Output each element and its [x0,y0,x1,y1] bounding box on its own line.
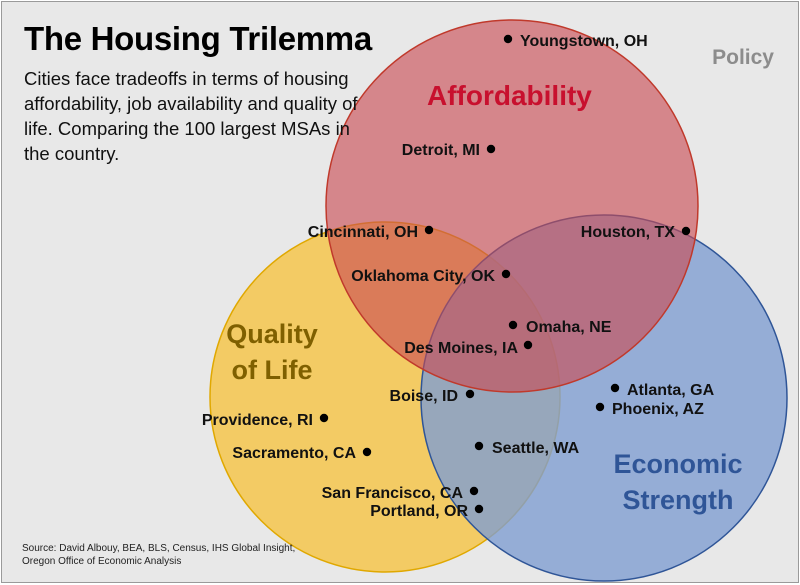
city-label-sacramento: Sacramento, CA [232,445,356,462]
affordability-label: Affordability [427,80,592,111]
city-label-san-francisco: San Francisco, CA [321,485,463,502]
city-dot [486,144,496,154]
city-label-boise: Boise, ID [389,388,458,405]
city-dot [508,320,518,330]
city-label-phoenix: Phoenix, AZ [612,401,704,418]
city-label-houston: Houston, TX [580,224,675,241]
city-dot [595,402,605,412]
city-label-portland: Portland, OR [370,503,468,520]
city-dot [610,383,620,393]
quality-of-life-label: Quality of Life [220,316,324,388]
city-label-providence: Providence, RI [201,412,313,429]
city-label-cincinnati: Cincinnati, OH [307,224,418,241]
city-label-des-moines: Des Moines, IA [404,340,518,357]
city-dot [319,413,329,423]
city-dot [465,389,475,399]
city-label-seattle: Seattle, WA [492,440,580,457]
economic-strength-label-line1: Economic [613,449,743,479]
economic-strength-label-line2: Strength [622,485,734,515]
city-label-atlanta: Atlanta, GA [627,382,715,399]
city-dot [469,486,479,496]
city-dot [474,441,484,451]
city-dot [424,225,434,235]
quality-of-life-label-line2: of Life [231,355,313,385]
quality-of-life-label-line1: Quality [226,319,318,349]
source-note: Source: David Albouy, BEA, BLS, Census, … [22,543,296,567]
city-label-detroit: Detroit, MI [401,142,480,159]
city-dot [681,226,691,236]
city-dot [362,447,372,457]
subtitle: Cities face tradeoffs in terms of housin… [24,68,358,164]
city-label-youngstown: Youngstown, OH [520,33,648,50]
city-dots [319,34,691,514]
city-dot [474,504,484,514]
city-label-omaha: Omaha, NE [526,319,612,336]
city-dot [523,340,533,350]
economic-strength-label: Economic Strength [608,446,748,518]
city-dot [501,269,511,279]
city-label-oklahoma-city: Oklahoma City, OK [351,268,495,285]
affordability-circle [325,19,699,393]
policy-label: Policy [712,46,774,69]
city-dot [503,34,513,44]
page-title: The Housing Trilemma [24,20,372,57]
